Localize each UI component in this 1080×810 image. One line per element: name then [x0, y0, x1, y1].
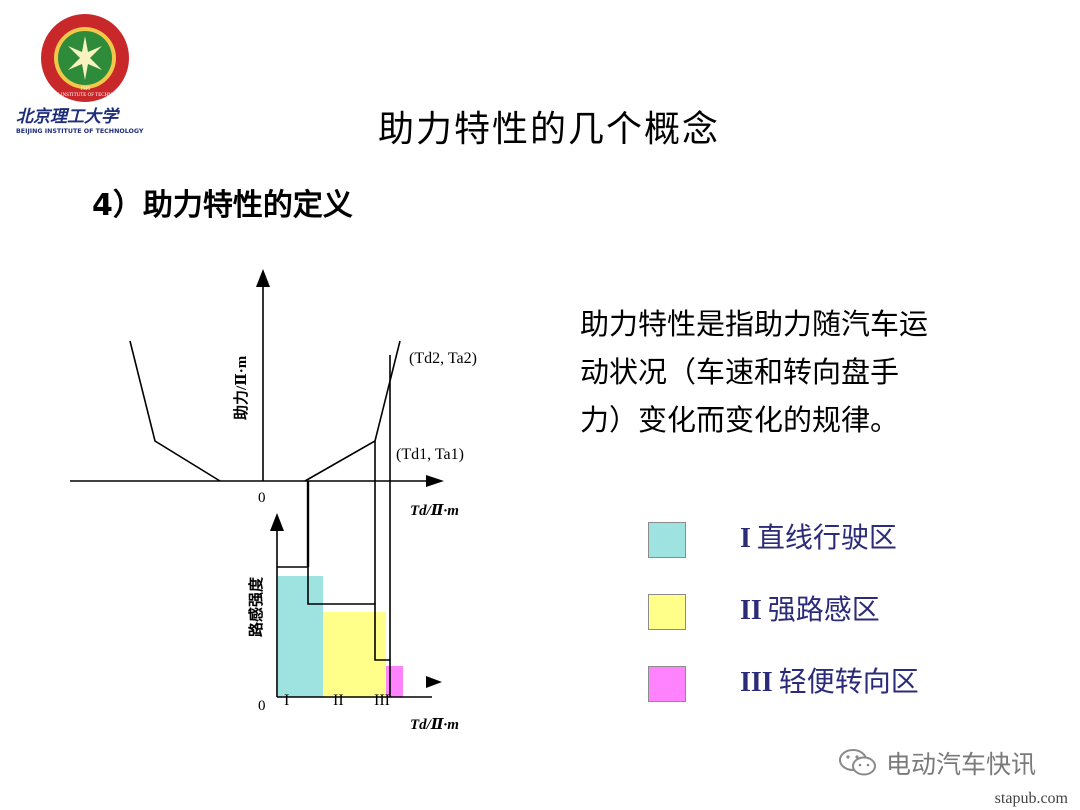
logo-name-en: BEIJING INSTITUTE OF TECHNOLOGY [16, 128, 144, 135]
top-origin-label: 0 [258, 490, 266, 506]
top-x-arrow [426, 475, 444, 487]
legend-roman-i: I [740, 523, 751, 554]
bottom-x-arrow [426, 676, 442, 688]
zone-i-bar [278, 576, 323, 697]
definition-line-1: 助力特性是指助力随汽车运 [580, 307, 929, 341]
top-y-axis-label: 助力/Ⅱ·m [232, 355, 250, 420]
section-heading: 4）助力特性的定义 [92, 188, 353, 223]
legend-label-zone-iii: 轻便转向区 [778, 667, 919, 698]
point-td1-ta1-label: (Td1, Ta1) [396, 446, 464, 463]
point-td2-ta2-label: (Td2, Ta2) [409, 350, 477, 367]
slide-title: 助力特性的几个概念 [378, 109, 721, 150]
logo-name-cn: 北京理工大学 [16, 107, 121, 127]
bottom-x-axis-label: Td/Ⅱ·m [410, 717, 459, 733]
top-x-axis-label: Td/Ⅱ·m [410, 503, 459, 519]
definition-line-2: 动状况（车速和转向盘手 [580, 355, 900, 389]
assist-characteristic-diagram: 助力/Ⅱ·m Td/Ⅱ·m 0 (Td2, Ta2) (Td1, Ta1) 路感… [70, 255, 525, 740]
bottom-y-arrow [270, 513, 284, 531]
top-y-arrow [256, 269, 270, 287]
university-logo: BEIJING INSTITUTE OF TECHNOLOGY 1940 北京理… [16, 14, 144, 135]
watermark-text: 电动汽车快讯 [886, 750, 1037, 779]
logo-badge-text: BEIJING INSTITUTE OF TECHNOLOGY [41, 93, 130, 98]
definition-text: 助力特性是指助力随汽车运 动状况（车速和转向盘手 力）变化而变化的规律。 [580, 300, 1020, 444]
legend-roman-iii: III [740, 667, 773, 698]
logo-year: 1940 [80, 87, 91, 92]
legend-swatch-zone-ii [648, 594, 686, 630]
site-watermark: stapub.com [994, 790, 1068, 807]
bottom-y-axis-label: 路感强度 [247, 576, 265, 637]
definition-line-3: 力）变化而变化的规律。 [580, 403, 900, 437]
zone-ii-bar [323, 612, 386, 697]
wechat-watermark: 电动汽车快讯 [838, 745, 1036, 781]
legend-label-zone-ii: 强路感区 [767, 595, 880, 626]
zone-label-i: I [284, 692, 289, 709]
zone-label-ii: II [333, 692, 344, 709]
wechat-icon [839, 749, 876, 776]
zone-label-iii: III [374, 692, 390, 709]
bottom-origin-label: 0 [258, 698, 266, 714]
legend-swatch-zone-iii [648, 666, 686, 702]
legend-swatch-zone-i [648, 522, 686, 558]
legend-label-zone-i: 直线行驶区 [756, 523, 897, 554]
legend-roman-ii: II [740, 595, 762, 626]
